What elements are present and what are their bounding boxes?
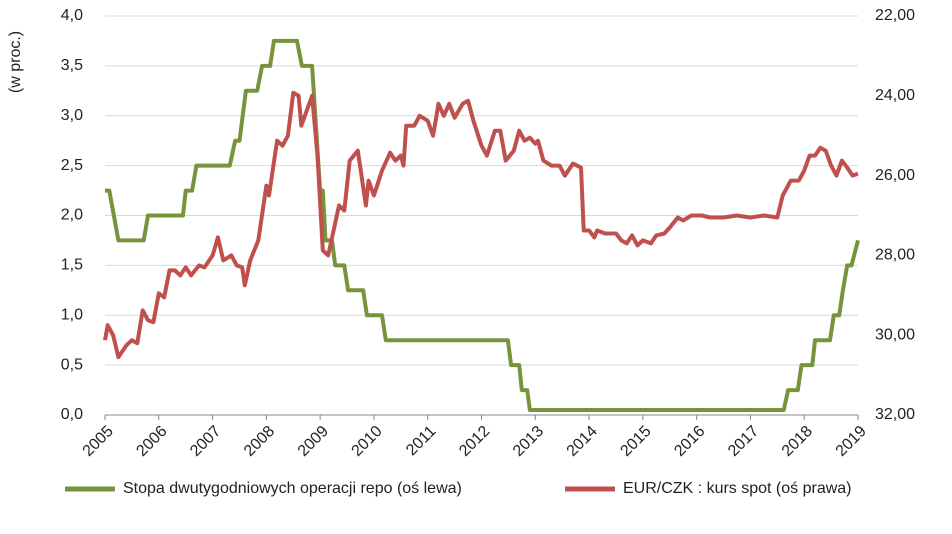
x-tick-label: 2010	[349, 423, 386, 460]
y-tick-label: 3,5	[61, 57, 83, 74]
x-tick-label: 2008	[241, 423, 278, 460]
x-tick-label: 2006	[133, 423, 170, 460]
legend-label: Stopa dwutygodniowych operacji repo (oś …	[123, 480, 462, 497]
y-tick-label: 3,0	[61, 107, 83, 124]
y-tick-label: 1,5	[61, 257, 83, 274]
y2-tick-label: 22,00	[875, 7, 915, 24]
y-tick-label: 1,0	[61, 306, 83, 323]
y2-tick-label: 24,00	[875, 87, 915, 104]
series-line	[105, 38, 860, 412]
y-tick-label: 0,0	[61, 406, 83, 423]
x-tick-label: 2012	[456, 423, 493, 460]
x-tick-label: 2014	[564, 423, 601, 460]
y-tick-label: 4,0	[61, 7, 83, 24]
y-axis-label: (w proc.)	[7, 31, 24, 93]
series-line	[103, 90, 859, 360]
y-tick-label: 2,5	[61, 157, 83, 174]
x-tick-label: 2019	[833, 423, 870, 460]
x-tick-label: 2007	[187, 423, 224, 460]
x-tick-label: 2013	[510, 423, 547, 460]
legend-label: EUR/CZK : kurs spot (oś prawa)	[623, 480, 852, 497]
y2-tick-label: 32,00	[875, 406, 915, 423]
x-tick-label: 2016	[671, 423, 708, 460]
y2-tick-label: 28,00	[875, 247, 915, 264]
y-tick-label: 0,5	[61, 356, 83, 373]
y2-tick-label: 26,00	[875, 167, 915, 184]
y-tick-label: 2,0	[61, 207, 83, 224]
x-tick-label: 2015	[617, 423, 654, 460]
x-tick-label: 2018	[779, 423, 816, 460]
x-tick-label: 2017	[725, 423, 762, 460]
y2-tick-label: 30,00	[875, 326, 915, 343]
x-tick-label: 2005	[80, 423, 117, 460]
x-tick-label: 2009	[295, 423, 332, 460]
x-tick-label: 2011	[403, 423, 439, 459]
